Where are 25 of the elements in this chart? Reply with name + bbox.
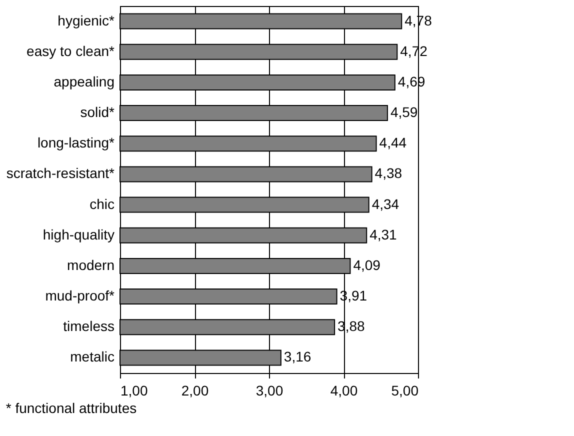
y-tick-label: easy to clean*: [26, 42, 116, 59]
x-tick-label: 2,00: [181, 382, 209, 398]
y-tick-label: scratch-resistant*: [6, 165, 116, 182]
y-tick-label: chic: [90, 196, 114, 212]
x-tick-label: 4,00: [330, 382, 358, 398]
y-tick-label: metalic: [70, 348, 114, 365]
x-tick-label: 1,00: [120, 382, 148, 398]
data-label: 4,44: [379, 134, 407, 151]
y-tick-label: high-quality: [42, 226, 114, 242]
y-tick-label: appealing: [54, 73, 114, 90]
data-label: 4,38: [374, 165, 402, 182]
data-label: 4,31: [370, 226, 398, 242]
x-tick-label: 3,00: [256, 382, 284, 398]
y-tick-label: timeless: [63, 318, 114, 334]
y-tick-label: long-lasting*: [37, 134, 116, 151]
data-label: 4,34: [372, 196, 400, 212]
text: * functional attributes: [6, 400, 137, 416]
y-tick-label: hygienic*: [58, 12, 116, 28]
y-tick-label: solid*: [80, 104, 116, 120]
y-tick-label: mud-proof*: [45, 288, 116, 304]
x-tick-label: 5,00: [391, 382, 419, 398]
y-tick-label: modern: [67, 256, 114, 273]
data-label: 4,59: [390, 104, 418, 120]
data-label: 3,16: [284, 348, 312, 365]
data-label: 4,09: [353, 256, 381, 273]
